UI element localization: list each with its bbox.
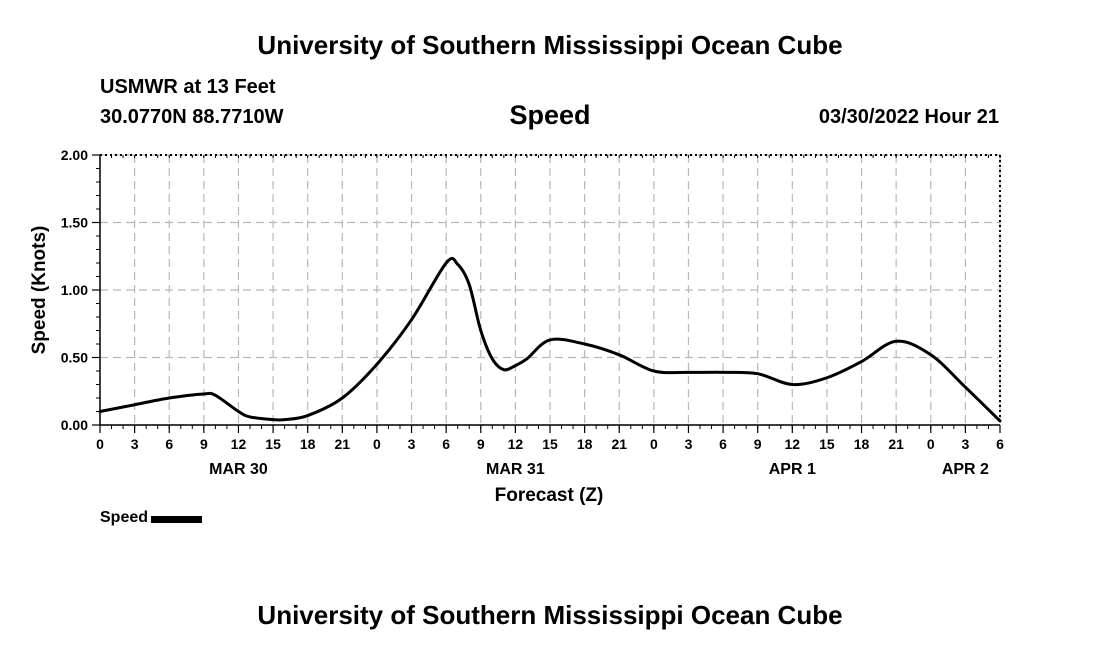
x-tick-label: 18 [300,436,316,452]
y-tick-label: 1.50 [61,215,88,231]
x-tick-label: 0 [373,436,381,452]
x-tick-label: 3 [685,436,693,452]
x-tick-label: 3 [408,436,416,452]
x-tick-label: 21 [335,436,351,452]
x-axis-label: Forecast (Z) [495,485,604,506]
date-label: MAR 31 [486,461,545,478]
x-tick-label: 9 [477,436,485,452]
x-tick-label: 15 [542,436,558,452]
axes [92,154,1001,433]
coordinates-label: 30.0770N 88.7710W [100,106,284,128]
x-tick-label: 12 [785,436,801,452]
x-tick-label: 0 [96,436,104,452]
x-tick-label: 21 [888,436,904,452]
x-tick-label: 6 [996,436,1004,452]
y-tick-label: 0.00 [61,417,88,433]
grid [99,154,1001,426]
x-tick-label: 0 [927,436,935,452]
bottom-title: University of Southern Mississippi Ocean… [257,600,843,630]
x-tick-label: 6 [165,436,173,452]
x-tick-label: 18 [854,436,870,452]
x-tick-label: 6 [719,436,727,452]
x-tick-label: 3 [961,436,969,452]
x-tick-label: 3 [131,436,139,452]
y-tick-label: 0.50 [61,350,88,366]
legend-swatch [151,516,203,523]
date-label: APR 1 [769,461,816,478]
forecast-datetime: 03/30/2022 Hour 21 [818,106,999,128]
y-tick-label: 2.00 [61,147,88,163]
y-tick-label: 1.00 [61,282,88,298]
x-tick-label: 6 [442,436,450,452]
date-label: APR 2 [942,461,989,478]
speed-series-line [98,256,1002,423]
x-tick-label: 21 [611,436,627,452]
chart-title: Speed [509,100,591,130]
x-tick-label: 15 [265,436,281,452]
series-layer [98,256,1002,423]
legend: Speed [100,509,203,527]
station-label: USMWR at 13 Feet [100,76,276,98]
x-tick-label: 0 [650,436,658,452]
y-axis-label: Speed (Knots) [29,226,50,355]
date-label: MAR 30 [209,461,268,478]
legend-label: Speed [100,509,149,526]
top-title: University of Southern Mississippi Ocean… [257,30,843,60]
x-tick-label: 9 [754,436,762,452]
axis-labels: 0.00 0.50 1.00 1.50 2.00 0 3 6 9 12 15 18 21 0 3 6 9 12 15… [29,147,1004,506]
x-tick-label: 18 [577,436,593,452]
x-tick-label: 9 [200,436,208,452]
x-tick-label: 12 [508,436,524,452]
x-tick-label: 12 [231,436,247,452]
x-tick-label: 15 [819,436,835,452]
